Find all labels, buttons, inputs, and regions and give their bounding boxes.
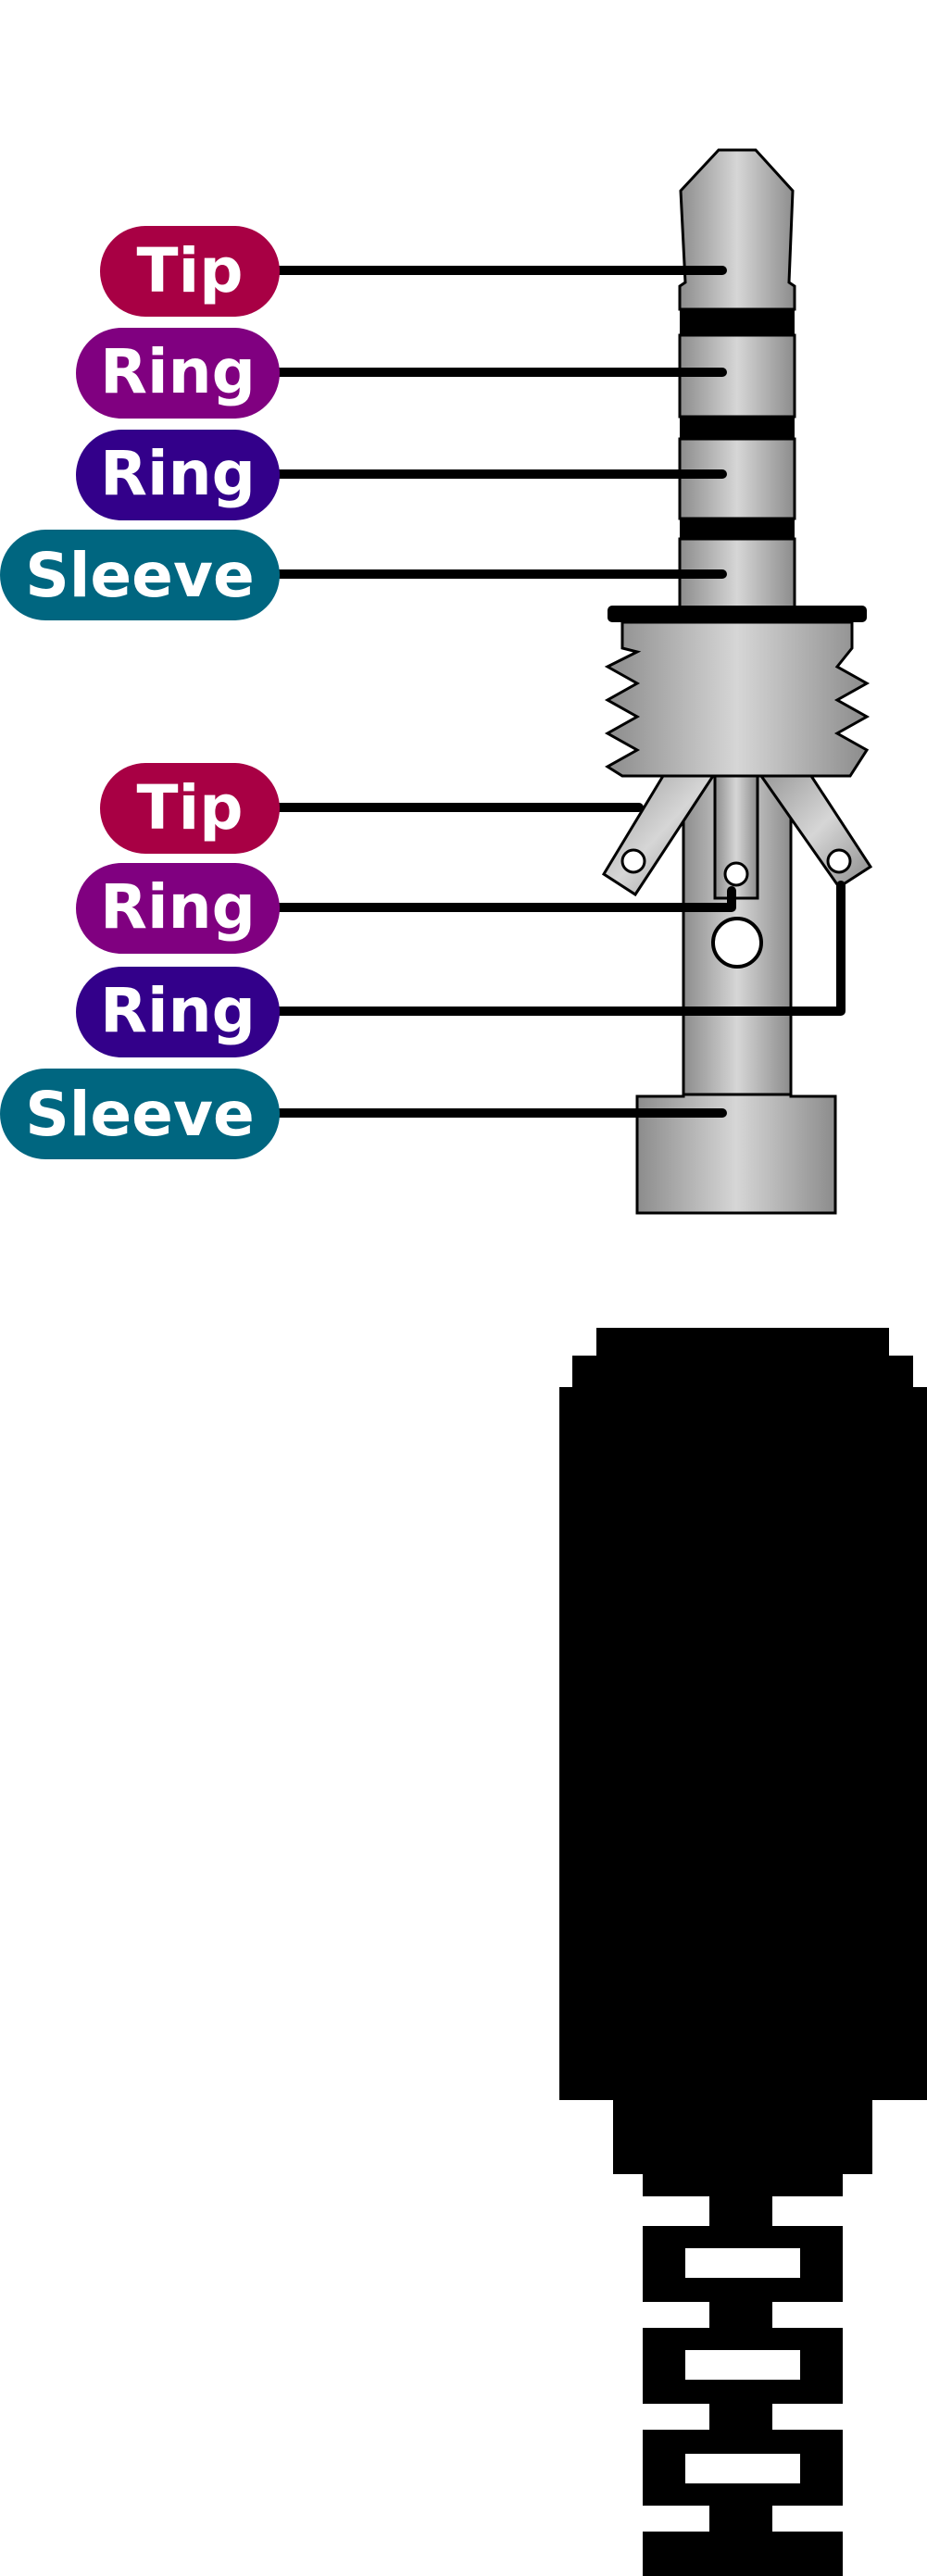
label-pill <box>76 328 280 419</box>
label-pill <box>76 863 280 954</box>
assembled-plug <box>604 148 871 778</box>
label-text: Ring <box>100 975 256 1046</box>
connector-silhouette <box>559 1328 927 2576</box>
label-ring2-top: Ring <box>76 430 280 520</box>
plug-flange <box>608 606 867 622</box>
label-pill <box>100 763 280 854</box>
label-text: Ring <box>100 871 256 943</box>
label-text: Sleeve <box>25 1079 254 1150</box>
exploded-label-group: Tip Ring Ring Sleeve <box>0 763 280 1159</box>
right-lug-hole <box>826 848 852 874</box>
label-tip-lugs: Tip <box>100 763 280 854</box>
label-text: Tip <box>137 235 244 306</box>
solder-lugs-view <box>601 774 873 1215</box>
leader-lines <box>273 266 846 1118</box>
left-lug-hole <box>620 848 646 874</box>
label-sleeve-top: Sleeve <box>0 530 280 620</box>
plug-tip <box>678 148 796 311</box>
label-sleeve-lugs: Sleeve <box>0 1069 280 1159</box>
label-text: Ring <box>100 336 256 407</box>
label-pill <box>76 967 280 1057</box>
label-pill <box>100 226 280 317</box>
label-pill <box>0 530 280 620</box>
leader-ring2-lugs <box>273 881 846 1016</box>
strain-relief-slot-3 <box>685 2454 800 2483</box>
label-ring1-lugs: Ring <box>76 863 280 954</box>
label-tip-top: Tip <box>100 226 280 317</box>
plug-body-outline <box>604 620 871 778</box>
insulator-band-3 <box>680 519 795 539</box>
label-text: Tip <box>137 772 244 844</box>
top-label-group: Tip Ring Ring Sleeve <box>0 226 280 620</box>
label-text: Sleeve <box>25 540 254 611</box>
insulator-band-2 <box>680 417 795 439</box>
insulator-band-1 <box>680 309 795 335</box>
center-lug-hole <box>723 861 749 887</box>
strain-relief-slot-1 <box>685 2248 800 2278</box>
label-ring2-lugs: Ring <box>76 967 280 1057</box>
shaft-hole <box>711 917 763 969</box>
sleeve-base <box>635 1093 837 1215</box>
leader-ring1-lugs <box>273 886 736 912</box>
label-text: Ring <box>100 438 256 509</box>
label-pill <box>0 1069 280 1159</box>
label-pill <box>76 430 280 520</box>
strain-relief-slot-2 <box>685 2350 800 2380</box>
label-ring1-top: Ring <box>76 328 280 419</box>
connector-body <box>559 1328 927 2576</box>
